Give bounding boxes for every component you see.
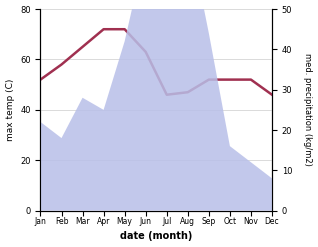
Y-axis label: med. precipitation (kg/m2): med. precipitation (kg/m2) bbox=[303, 53, 313, 166]
X-axis label: date (month): date (month) bbox=[120, 231, 192, 242]
Y-axis label: max temp (C): max temp (C) bbox=[5, 79, 15, 141]
